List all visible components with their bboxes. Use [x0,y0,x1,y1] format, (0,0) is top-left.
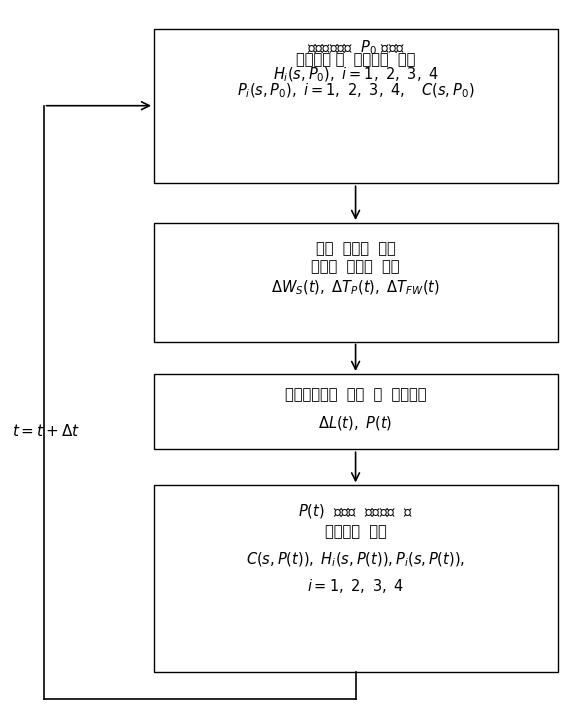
Bar [154,374,558,449]
Bar [154,223,558,342]
Text: 전달함수 및  제어기의  결정: 전달함수 및 제어기의 결정 [296,52,415,67]
Text: 제어기의  결정: 제어기의 결정 [325,525,386,539]
Bar [154,29,558,183]
Text: 증기발생기의  수위  및  출력계산: 증기발생기의 수위 및 출력계산 [285,388,426,403]
Text: 운전  조건에  따른: 운전 조건에 따른 [315,242,396,257]
Text: $H_i(s,P_0),\ i=1,\ 2,\ 3,\ 4$: $H_i(s,P_0),\ i=1,\ 2,\ 3,\ 4$ [272,66,439,84]
Text: $i=1,\ 2,\ 3,\ 4$: $i=1,\ 2,\ 3,\ 4$ [307,577,404,595]
Text: 싸기정상출력  $P_0$ 에서의: 싸기정상출력 $P_0$ 에서의 [307,38,404,57]
Bar [154,485,558,672]
Text: $t = t + \Delta t$: $t = t + \Delta t$ [12,423,80,439]
Text: $\Delta W_S(t),\ \Delta T_P(t),\ \Delta T_{FW}(t)$: $\Delta W_S(t),\ \Delta T_P(t),\ \Delta … [271,279,440,298]
Text: $\Delta L(t),\ P(t)$: $\Delta L(t),\ P(t)$ [318,414,393,432]
Text: $P(t)$  에서의  전달함수  및: $P(t)$ 에서의 전달함수 및 [298,503,413,521]
Text: $C(s,P(t)),\ H_i(s,P(t)),P_i(s,P(t)),$: $C(s,P(t)),\ H_i(s,P(t)),P_i(s,P(t)),$ [246,551,465,569]
Text: 시스템  입력의  결정: 시스템 입력의 결정 [311,260,400,274]
Text: $P_i(s,P_0),\ i=1,\ 2,\ 3,\ 4,\quad C(s,P_0)$: $P_i(s,P_0),\ i=1,\ 2,\ 3,\ 4,\quad C(s,… [237,81,474,100]
